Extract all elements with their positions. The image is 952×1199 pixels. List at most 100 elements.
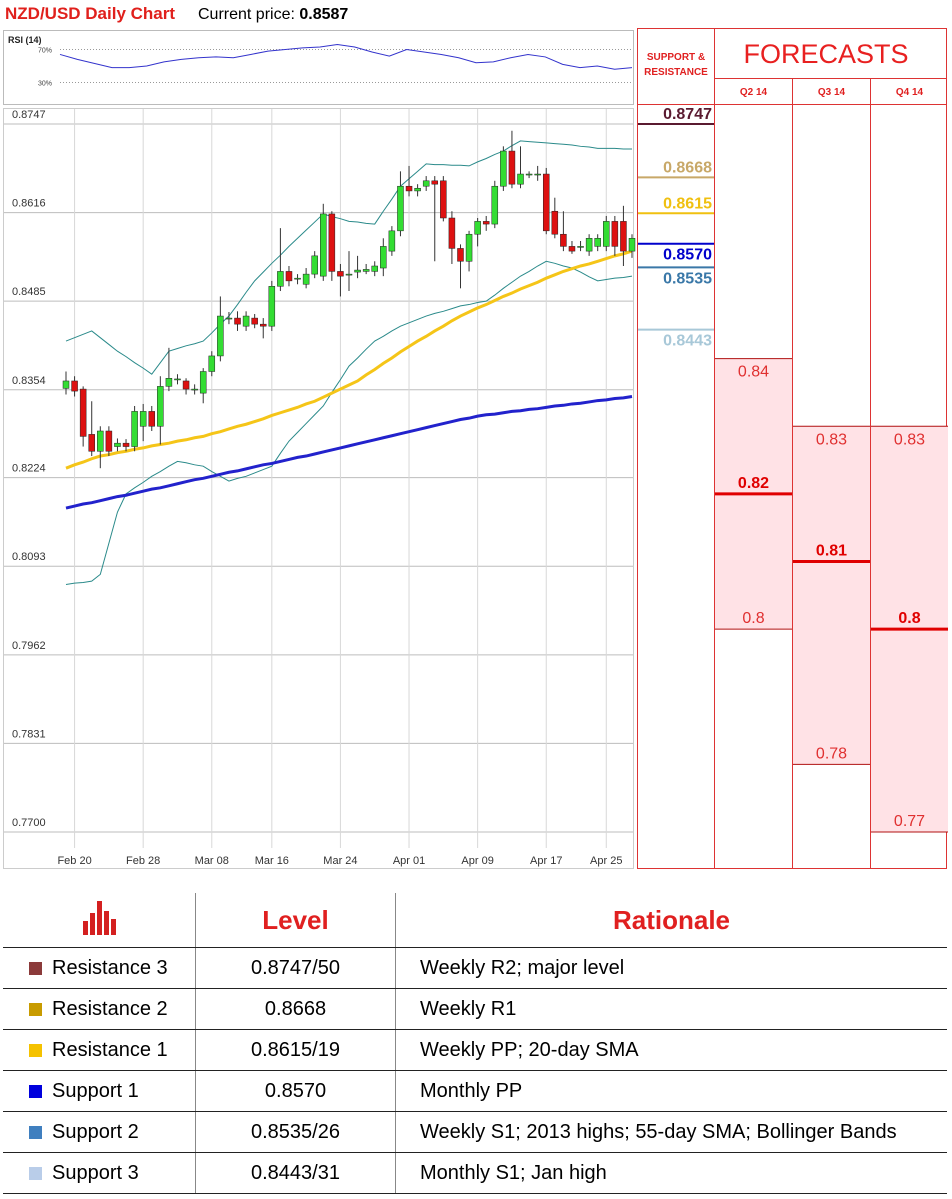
candle-body xyxy=(585,238,593,252)
candle-body xyxy=(328,213,336,272)
x-tick-label: Mar 08 xyxy=(195,855,229,867)
candle-body xyxy=(525,173,533,176)
y-tick-label: 0.7700 xyxy=(12,817,46,829)
level-cell: 0.8535/26 xyxy=(195,1111,396,1153)
rsi-tick-label: 30% xyxy=(38,81,52,88)
candle-body xyxy=(388,230,396,252)
sr-frame xyxy=(637,28,715,869)
candle-body xyxy=(199,371,207,394)
rsi-title: RSI (14) xyxy=(8,35,42,45)
candle-body xyxy=(414,187,421,192)
rationale-cell: Monthly PP xyxy=(395,1070,947,1112)
candle-body xyxy=(174,378,181,381)
candle-body xyxy=(114,442,121,447)
y-tick-label: 0.8616 xyxy=(12,198,46,210)
column-label: Q3 14 xyxy=(818,87,846,98)
x-tick-label: Apr 25 xyxy=(590,855,622,867)
rationale-cell: Weekly R2; major level xyxy=(395,947,947,989)
forecast-high-label: 0.84 xyxy=(738,364,769,381)
candle-body xyxy=(465,233,473,262)
forecast-mid-label: 0.81 xyxy=(816,543,847,560)
candle-body xyxy=(157,386,164,427)
candle-body xyxy=(277,271,284,287)
candle-body xyxy=(71,380,78,392)
swatch xyxy=(29,1043,42,1057)
y-tick-label: 0.8747 xyxy=(12,109,46,121)
row-name: Support 1 xyxy=(52,1079,139,1102)
candle-body xyxy=(405,185,413,192)
level-cell: 0.8668 xyxy=(195,988,396,1030)
candle-body xyxy=(97,430,104,452)
candle-body xyxy=(182,380,190,390)
candle-body xyxy=(302,273,310,285)
y-tick-label: 0.8485 xyxy=(12,286,46,298)
y-tick-label: 0.7831 xyxy=(12,728,46,740)
row-name: Resistance 2 xyxy=(52,997,168,1020)
table-body: Resistance 3 0.8747/50 Weekly R2; major le… xyxy=(3,947,947,1194)
candle-body xyxy=(268,286,276,327)
level-label: 0.8443 xyxy=(663,333,712,350)
table-row: Resistance 3 0.8747/50 Weekly R2; major le… xyxy=(3,947,947,989)
candle-body xyxy=(208,355,216,372)
level-cell: 0.8443/31 xyxy=(195,1152,396,1194)
swatch xyxy=(29,1166,42,1180)
candle-body xyxy=(354,269,361,273)
candle-body xyxy=(491,185,499,225)
candle-body xyxy=(500,150,507,187)
forecast-low-label: 0.8 xyxy=(742,610,764,627)
candle-body xyxy=(242,315,250,327)
candle-body xyxy=(560,233,567,247)
table-row: Support 1 0.8570 Monthly PP xyxy=(3,1070,947,1112)
candle-body xyxy=(345,273,353,276)
candle-body xyxy=(139,411,147,427)
forecast-range xyxy=(793,426,870,765)
chart-title: NZD/USD Daily Chart xyxy=(5,4,175,23)
forecast-title: FORECASTS xyxy=(743,39,908,69)
name-cell: Support 1 xyxy=(3,1070,196,1112)
candle-body xyxy=(362,269,370,272)
candle-body xyxy=(225,317,233,320)
candle-body xyxy=(431,180,439,185)
candle-body xyxy=(517,173,524,185)
swatch xyxy=(29,1125,42,1139)
candle-body xyxy=(422,180,430,187)
y-tick-label: 0.8093 xyxy=(12,551,46,563)
x-tick-label: Feb 28 xyxy=(126,855,160,867)
candle-body xyxy=(577,246,584,248)
candle-body xyxy=(628,238,636,252)
swatch xyxy=(29,961,42,975)
candle-body xyxy=(217,315,224,357)
swatch xyxy=(29,1084,42,1098)
indicator-line xyxy=(65,260,633,585)
header-rationale: Rationale xyxy=(395,893,947,948)
candle-body xyxy=(440,180,447,219)
candle-body xyxy=(620,221,627,252)
rsi-line xyxy=(59,44,633,70)
table-row: Resistance 2 0.8668 Weekly R1 xyxy=(3,988,947,1030)
candle-body xyxy=(380,246,387,269)
level-label: 0.8615 xyxy=(663,195,712,212)
candle-body xyxy=(79,388,87,437)
y-tick-label: 0.7962 xyxy=(12,640,46,652)
candle-body xyxy=(234,317,241,325)
rationale-cell: Weekly S1; 2013 highs; 55-day SMA; Bolli… xyxy=(395,1111,947,1153)
table-header: Level Rationale xyxy=(3,893,947,948)
forecast-high-label: 0.83 xyxy=(816,431,847,448)
current-price: Current price: 0.8587 xyxy=(198,6,348,23)
level-cell: 0.8615/19 xyxy=(195,1029,396,1071)
row-name: Resistance 1 xyxy=(52,1038,168,1061)
candle-body xyxy=(105,430,113,452)
candle-body xyxy=(534,173,541,176)
row-name: Support 3 xyxy=(52,1161,139,1184)
y-tick-label: 0.8354 xyxy=(12,375,46,387)
candle-body xyxy=(62,380,70,389)
rsi-tick-label: 70% xyxy=(38,48,52,55)
x-tick-label: Apr 17 xyxy=(530,855,562,867)
name-cell: Support 2 xyxy=(3,1111,196,1153)
candle-body xyxy=(371,265,378,272)
chart-area: NZD/USD Daily Chart Current price: 0.858… xyxy=(3,4,948,869)
candle-body xyxy=(311,255,318,275)
forecast-low-label: 0.77 xyxy=(894,813,925,830)
indicator-line xyxy=(65,395,633,510)
